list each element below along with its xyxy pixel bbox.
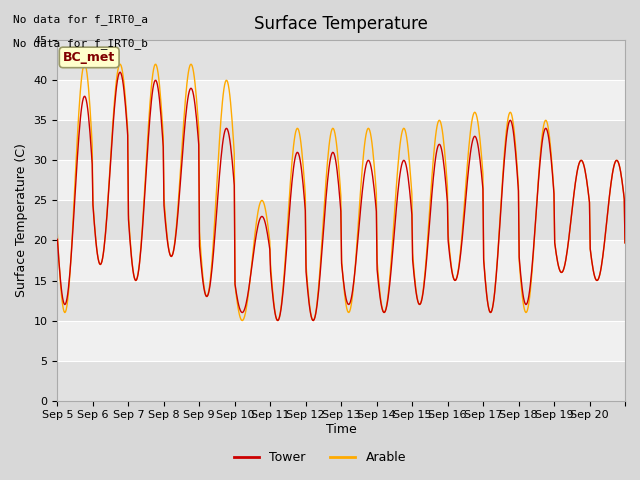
Title: Surface Temperature: Surface Temperature	[254, 15, 428, 33]
Bar	[58, 40, 625, 80]
Y-axis label: Surface Temperature (C): Surface Temperature (C)	[15, 144, 28, 297]
Text: No data for f_IRT0_b: No data for f_IRT0_b	[13, 38, 148, 49]
X-axis label: Time: Time	[326, 423, 356, 436]
Legend: Tower, Arable: Tower, Arable	[229, 446, 411, 469]
Bar	[58, 360, 625, 401]
Bar	[58, 280, 625, 321]
Bar	[58, 200, 625, 240]
Text: No data for f_IRT0_a: No data for f_IRT0_a	[13, 14, 148, 25]
Text: BC_met: BC_met	[63, 51, 115, 64]
Bar	[58, 120, 625, 160]
